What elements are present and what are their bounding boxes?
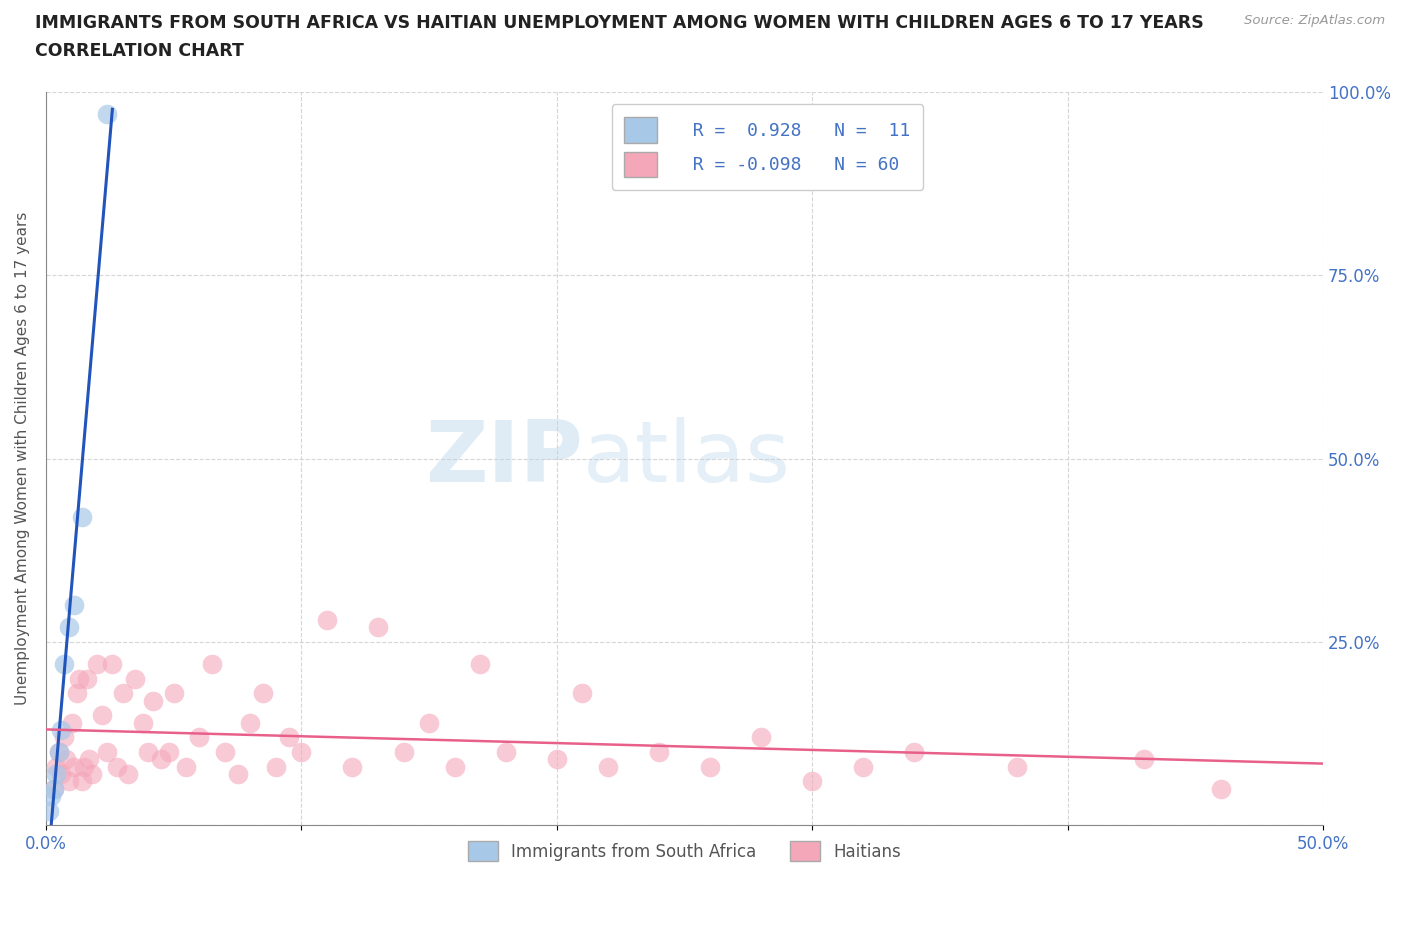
Point <box>546 751 568 766</box>
Point <box>392 745 415 760</box>
Point <box>1005 759 1028 774</box>
Point <box>111 685 134 700</box>
Point <box>70 774 93 789</box>
Point <box>252 685 274 700</box>
Point <box>596 759 619 774</box>
Point <box>277 730 299 745</box>
Point <box>60 715 83 730</box>
Point <box>648 745 671 760</box>
Point <box>58 619 80 634</box>
Point <box>290 745 312 760</box>
Point <box>96 106 118 121</box>
Point <box>852 759 875 774</box>
Point <box>699 759 721 774</box>
Text: CORRELATION CHART: CORRELATION CHART <box>35 42 245 60</box>
Text: Source: ZipAtlas.com: Source: ZipAtlas.com <box>1244 14 1385 27</box>
Point <box>142 693 165 708</box>
Point <box>51 766 73 781</box>
Point <box>226 766 249 781</box>
Point <box>39 789 62 804</box>
Point <box>91 708 114 723</box>
Point <box>149 751 172 766</box>
Point <box>55 751 77 766</box>
Point <box>73 759 96 774</box>
Point <box>42 781 65 796</box>
Point <box>239 715 262 730</box>
Point <box>443 759 465 774</box>
Point <box>86 657 108 671</box>
Point <box>52 730 75 745</box>
Point <box>157 745 180 760</box>
Point <box>67 671 90 686</box>
Point <box>45 766 67 781</box>
Point <box>132 715 155 730</box>
Point <box>51 723 73 737</box>
Point <box>1209 781 1232 796</box>
Point <box>418 715 440 730</box>
Point <box>48 745 70 760</box>
Point <box>136 745 159 760</box>
Legend: Immigrants from South Africa, Haitians: Immigrants from South Africa, Haitians <box>460 832 910 870</box>
Point <box>367 619 389 634</box>
Point <box>903 745 925 760</box>
Point <box>76 671 98 686</box>
Point <box>96 745 118 760</box>
Point <box>1133 751 1156 766</box>
Point <box>38 804 60 818</box>
Point <box>749 730 772 745</box>
Point <box>65 685 87 700</box>
Point <box>63 759 86 774</box>
Point <box>264 759 287 774</box>
Point <box>45 759 67 774</box>
Point <box>117 766 139 781</box>
Text: IMMIGRANTS FROM SOUTH AFRICA VS HAITIAN UNEMPLOYMENT AMONG WOMEN WITH CHILDREN A: IMMIGRANTS FROM SOUTH AFRICA VS HAITIAN … <box>35 14 1204 32</box>
Point <box>79 751 101 766</box>
Point <box>107 759 129 774</box>
Y-axis label: Unemployment Among Women with Children Ages 6 to 17 years: Unemployment Among Women with Children A… <box>15 212 30 705</box>
Point <box>63 598 86 613</box>
Point <box>58 774 80 789</box>
Point <box>470 657 492 671</box>
Text: ZIP: ZIP <box>425 417 582 500</box>
Point <box>70 510 93 525</box>
Point <box>801 774 824 789</box>
Point <box>316 613 339 628</box>
Point <box>48 745 70 760</box>
Point <box>101 657 124 671</box>
Point <box>495 745 517 760</box>
Point <box>176 759 198 774</box>
Point <box>571 685 593 700</box>
Point <box>80 766 103 781</box>
Text: atlas: atlas <box>582 417 790 500</box>
Point <box>52 657 75 671</box>
Point <box>42 781 65 796</box>
Point <box>342 759 364 774</box>
Point <box>188 730 211 745</box>
Point <box>163 685 186 700</box>
Point <box>201 657 224 671</box>
Point <box>124 671 146 686</box>
Point <box>214 745 236 760</box>
